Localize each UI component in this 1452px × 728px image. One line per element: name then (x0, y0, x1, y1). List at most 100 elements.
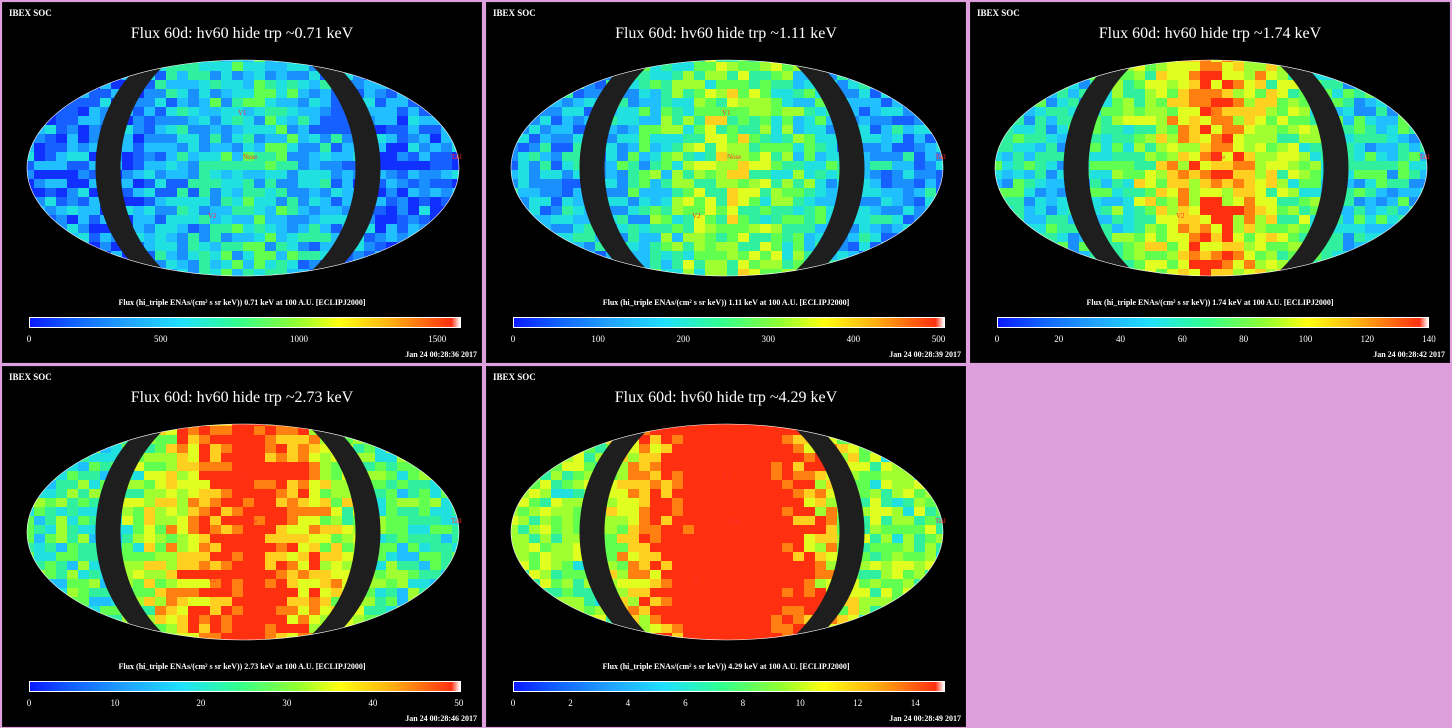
colorbar-tick-label: 8 (740, 698, 746, 708)
colorbar-tick-label: 10 (795, 698, 805, 708)
sky-map: V1 V2 Nose Tail (26, 423, 462, 641)
tail-label: Tail (935, 517, 946, 525)
colorbar (513, 317, 945, 328)
v2-label: V2 (208, 212, 217, 220)
map-outline (994, 59, 1428, 277)
nose-label: Nose (243, 517, 257, 525)
colorbar-tick-label: 200 (676, 334, 690, 344)
timestamp: Jan 24 00:28:42 2017 (1373, 350, 1445, 359)
blocked-band (1063, 60, 1141, 276)
colorbar-tick-label: 0 (26, 334, 32, 344)
sky-map-panel-5: IBEX SOC Flux 60d: hv60 hide trp ~4.29 k… (486, 366, 966, 727)
v1-label: V1 (238, 109, 247, 117)
colorbar-ticks: 0 500 1000 1500 (26, 334, 461, 346)
colorbar-label: Flux (hi_triple ENAs/(cm² s sr keV)) 4.2… (602, 662, 850, 671)
colorbar-tick-label: 20 (196, 698, 206, 708)
map-outline (510, 59, 944, 277)
timestamp: Jan 24 00:28:49 2017 (889, 714, 961, 723)
sky-map-panel-3: IBEX SOC Flux 60d: hv60 hide trp ~1.74 k… (970, 2, 1450, 363)
map-outline (26, 59, 460, 277)
v1-label: V1 (722, 109, 731, 117)
colorbar-tick-label: 6 (683, 698, 688, 708)
panel-title: Flux 60d: hv60 hide trp ~4.29 keV (614, 389, 838, 406)
colorbar (513, 681, 945, 692)
tail-label: Tail (935, 153, 946, 161)
v1-label: V1 (1206, 109, 1215, 117)
colorbar-tick-label: 0 (510, 698, 516, 708)
colorbar (997, 317, 1429, 328)
colorbar-tick-label: 10 (110, 698, 120, 708)
colorbar-tick-label: 0 (26, 698, 32, 708)
tail-label: Tail (451, 153, 462, 161)
colorbar-tick-label: 30 (282, 698, 292, 708)
blocked-band (1271, 60, 1349, 276)
flux-mosaic (27, 424, 459, 640)
nose-label: Nose (727, 517, 741, 525)
timestamp: Jan 24 00:28:36 2017 (405, 350, 477, 359)
nose-label: Nose (1211, 153, 1225, 161)
blocked-band (579, 424, 657, 640)
panel-title: Flux 60d: hv60 hide trp ~1.11 keV (615, 25, 837, 42)
colorbar-label: Flux (hi_triple ENAs/(cm² s sr keV)) 0.7… (118, 298, 366, 307)
colorbar-tick-label: 100 (591, 334, 605, 344)
panel-header: IBEX SOC (493, 8, 536, 18)
flux-mosaic (995, 60, 1427, 276)
panel-header: IBEX SOC (493, 372, 536, 382)
sky-map-panel-4: IBEX SOC Flux 60d: hv60 hide trp ~2.73 k… (2, 366, 482, 727)
colorbar-tick-label: 140 (1422, 334, 1436, 344)
tail-label: Tail (451, 517, 462, 525)
colorbar-tick-label: 12 (853, 698, 863, 708)
blocked-band (95, 60, 173, 276)
panel-header: IBEX SOC (9, 8, 52, 18)
timestamp: Jan 24 00:28:46 2017 (405, 714, 477, 723)
colorbar-tick-label: 120 (1360, 334, 1374, 344)
nose-label: Nose (727, 153, 741, 161)
v2-label: V2 (692, 576, 701, 584)
blocked-band (303, 424, 381, 640)
colorbar-tick-label: 40 (368, 698, 378, 708)
sky-map-panel-1: IBEX SOC Flux 60d: hv60 hide trp ~0.71 k… (2, 2, 482, 363)
colorbar (29, 681, 461, 692)
colorbar-label: Flux (hi_triple ENAs/(cm² s sr keV)) 2.7… (118, 662, 366, 671)
colorbar-ticks: 0 20 40 60 80 100 120 140 (994, 334, 1436, 346)
colorbar-tick-label: 0 (510, 334, 516, 344)
blocked-band (303, 60, 381, 276)
blocked-band (579, 60, 657, 276)
map-outline (510, 423, 944, 641)
colorbar-tick-label: 80 (1239, 334, 1249, 344)
colorbar-tick-label: 1500 (428, 334, 447, 344)
tail-label: Tail (1419, 153, 1430, 161)
sky-map: V1 V2 Nose Tail (994, 59, 1430, 277)
colorbar-tick-label: 500 (931, 334, 946, 344)
blocked-band (787, 60, 865, 276)
timestamp: Jan 24 00:28:39 2017 (889, 350, 961, 359)
colorbar-tick-label: 500 (154, 334, 168, 344)
colorbar-tick-label: 1000 (290, 334, 308, 344)
panel-title: Flux 60d: hv60 hide trp ~0.71 keV (130, 25, 354, 42)
colorbar-tick-label: 0 (994, 334, 1000, 344)
colorbar-tick-label: 400 (846, 334, 861, 344)
colorbar-tick-label: 14 (910, 698, 920, 708)
colorbar-tick-label: 300 (761, 334, 776, 344)
v2-label: V2 (692, 212, 701, 220)
panel-title: Flux 60d: hv60 hide trp ~2.73 keV (130, 389, 354, 406)
colorbar-tick-label: 40 (1116, 334, 1126, 344)
colorbar-label: Flux (hi_triple ENAs/(cm² s sr keV)) 1.7… (1086, 298, 1334, 307)
panel-header: IBEX SOC (977, 8, 1020, 18)
colorbar-tick-label: 2 (568, 698, 573, 708)
map-outline (26, 423, 460, 641)
sky-map: V1 V2 Nose Tail (510, 59, 946, 277)
v1-label: V1 (238, 473, 247, 481)
sky-map: V1 V2 Nose Tail (510, 423, 946, 641)
flux-mosaic (27, 60, 459, 276)
colorbar-tick-label: 50 (454, 698, 464, 708)
colorbar-tick-label: 20 (1054, 334, 1064, 344)
colorbar-tick-label: 100 (1298, 334, 1313, 344)
nose-label: Nose (243, 153, 257, 161)
colorbar-ticks: 0 2 4 6 8 10 12 14 (510, 698, 945, 710)
v2-label: V2 (1176, 212, 1185, 220)
panel-title: Flux 60d: hv60 hide trp ~1.74 keV (1098, 25, 1322, 42)
colorbar-tick-label: 60 (1177, 334, 1187, 344)
blocked-band (95, 424, 173, 640)
